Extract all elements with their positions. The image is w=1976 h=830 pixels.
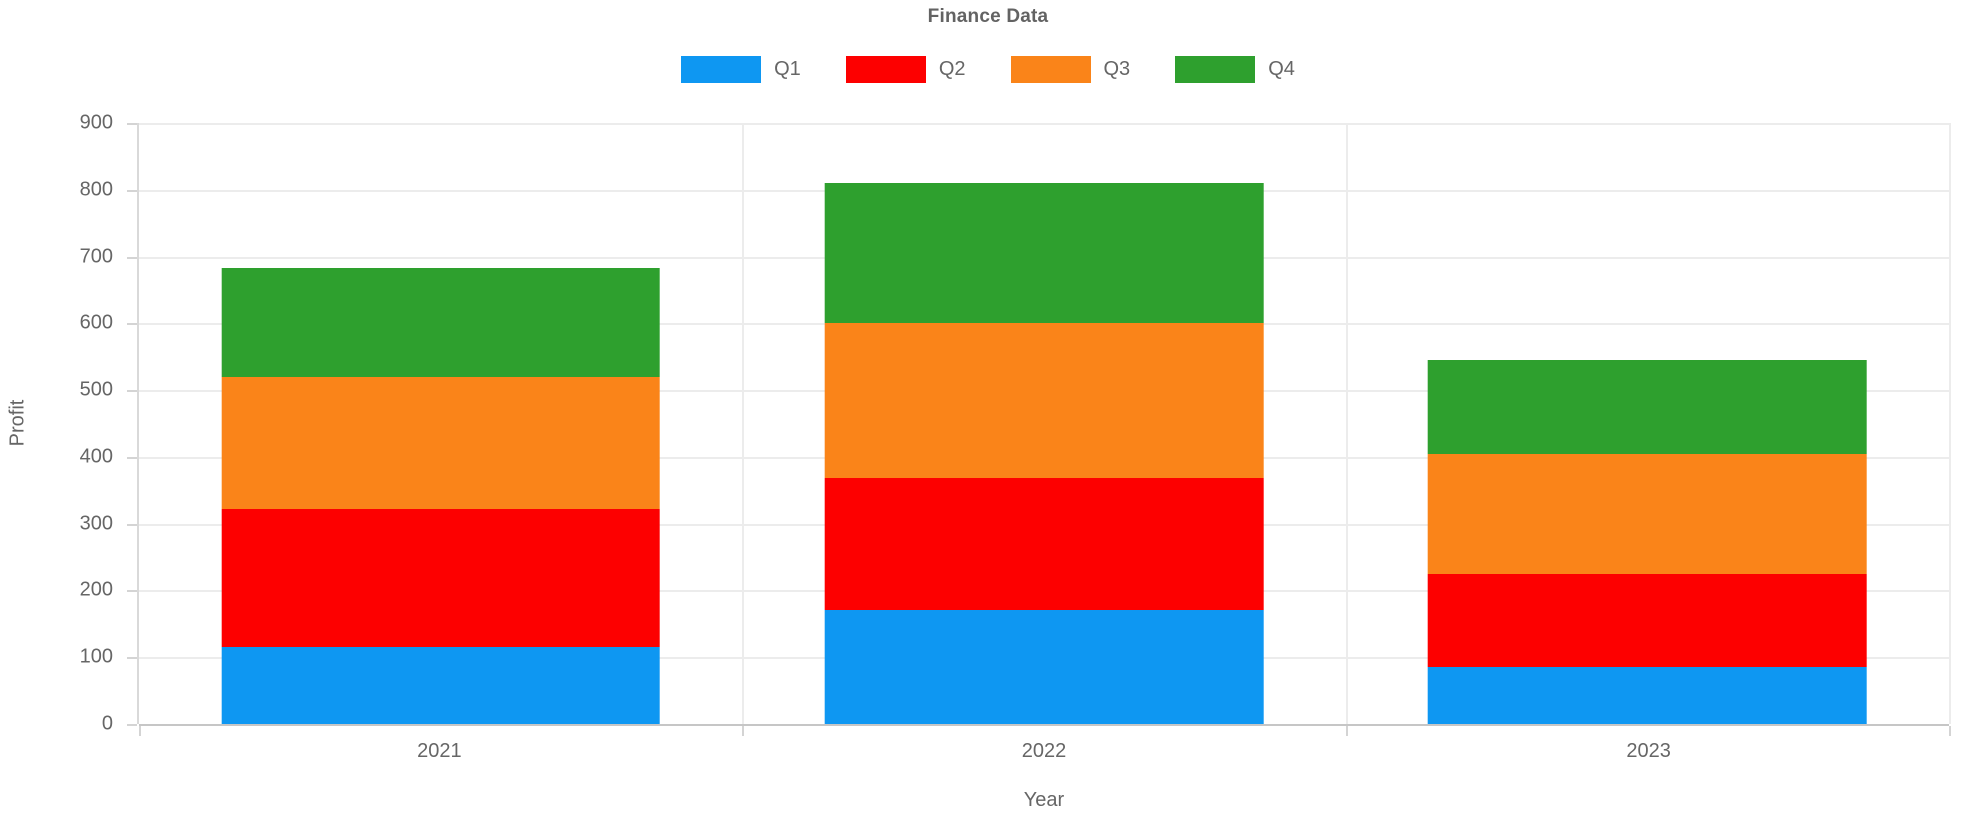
y-tick-label: 900: [79, 111, 113, 134]
legend-item-q3[interactable]: Q3: [1010, 55, 1131, 83]
legend-item-q1[interactable]: Q1: [681, 55, 801, 83]
y-tick-mark: [127, 256, 137, 259]
y-tick-label: 300: [79, 512, 113, 535]
plot-area: [127, 123, 1951, 736]
x-tick-mark: [742, 726, 745, 736]
bar-segment-2022-q1[interactable]: [824, 610, 1264, 724]
bar-segment-2022-q3[interactable]: [824, 323, 1264, 479]
x-tick-label: 2023: [1626, 740, 1671, 762]
y-axis: 0 100 200 300 400 500 600 700 800 900: [0, 112, 113, 735]
category-divider: [742, 123, 745, 724]
y-tick-mark: [127, 189, 137, 192]
legend-item-q4[interactable]: Q4: [1175, 55, 1295, 83]
legend-swatch-icon: [1010, 55, 1091, 83]
x-tick-mark: [1345, 726, 1348, 736]
x-axis-title: Year: [1023, 789, 1065, 811]
legend: Q1 Q2 Q3 Q4: [0, 54, 1976, 84]
bar-segment-2023-q3[interactable]: [1428, 453, 1867, 574]
y-tick-label: 600: [79, 311, 113, 334]
legend-swatch-icon: [681, 55, 762, 83]
x-tick-mark: [139, 726, 141, 736]
y-tick-label: 500: [79, 378, 113, 401]
y-tick-label: 800: [79, 178, 113, 201]
y-tick-mark: [127, 323, 137, 326]
bar-segment-2022-q4[interactable]: [824, 183, 1264, 324]
y-tick-mark: [127, 123, 137, 125]
bar-slot-2021: [139, 123, 742, 724]
bar-segment-2023-q1[interactable]: [1428, 667, 1867, 724]
y-tick-label: 700: [79, 245, 113, 268]
bar-segment-2021-q2[interactable]: [221, 509, 660, 648]
x-tick-label: 2022: [1021, 740, 1067, 762]
bar-segment-2023-q2[interactable]: [1428, 573, 1867, 668]
bar-segment-2021-q4[interactable]: [221, 267, 660, 377]
y-tick-mark: [127, 456, 137, 459]
y-tick-mark: [127, 657, 137, 660]
x-axis-line: [139, 724, 1949, 726]
x-axis: 2021 2022 2023: [137, 740, 1951, 770]
grid-line: [139, 123, 1949, 125]
bar-stack-2023: [1428, 123, 1867, 724]
y-tick-label: 400: [79, 445, 113, 468]
bar-slot-2022: [742, 123, 1345, 724]
legend-label: Q2: [938, 57, 966, 80]
legend-label: Q1: [774, 57, 801, 80]
bar-segment-2021-q3[interactable]: [221, 376, 660, 509]
y-tick-mark: [127, 390, 137, 393]
y-tick-mark: [127, 724, 137, 726]
legend-label: Q3: [1103, 57, 1131, 80]
bar-stack-2021: [221, 123, 660, 724]
bar-segment-2023-q4[interactable]: [1428, 360, 1867, 454]
y-tick-mark: [127, 590, 137, 593]
legend-swatch-icon: [1175, 55, 1256, 83]
bar-segment-2022-q2[interactable]: [824, 478, 1264, 611]
x-tick-mark: [1949, 726, 1951, 736]
chart-title: Finance Data: [927, 6, 1049, 27]
x-tick-label: 2021: [417, 740, 462, 762]
category-divider: [1345, 123, 1348, 724]
bar-segment-2021-q1[interactable]: [221, 647, 660, 724]
y-tick-label: 0: [101, 712, 113, 735]
bar-slot-2023: [1346, 123, 1949, 724]
legend-swatch-icon: [845, 55, 926, 83]
bar-stack-2022: [824, 123, 1264, 724]
y-tick-label: 100: [79, 645, 113, 668]
y-axis-title: Profit: [6, 399, 29, 447]
y-tick-mark: [127, 523, 137, 526]
y-tick-label: 200: [79, 578, 113, 601]
legend-item-q2[interactable]: Q2: [845, 55, 966, 83]
legend-label: Q4: [1268, 57, 1295, 80]
